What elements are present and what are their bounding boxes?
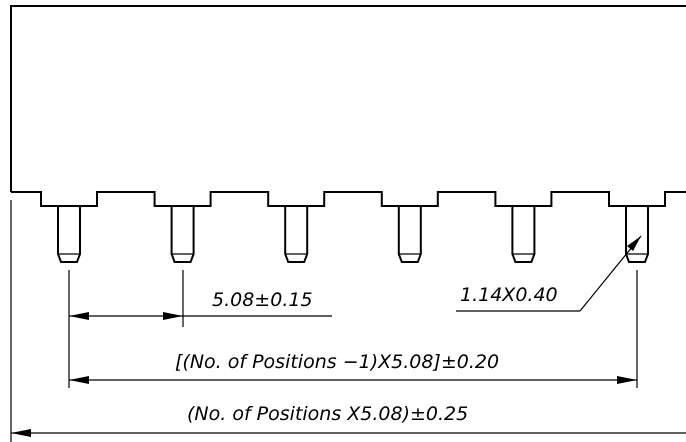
pin-size-callout: 1.14X0.40 [456,235,642,312]
inner-span-label: [(No. of Positions −1)X5.08]±0.20 [175,351,499,373]
pitch-dimension-label: 5.08±0.15 [212,289,313,311]
pitch-arrow-right [163,312,183,320]
overall-span-label: (No. of Positions X5.08)±0.25 [187,403,468,425]
pin-body [397,206,422,263]
pitch-arrow-left [69,312,89,320]
pin-body [625,206,649,263]
inner-span-arrow-left [69,376,89,384]
pin-body [284,206,309,263]
overall-span-arrow-left [11,429,31,437]
overall-span-dimension: (No. of Positions X5.08)±0.25 [11,403,686,437]
inner-span-dimension: [(No. of Positions −1)X5.08]±0.20 [69,270,638,388]
pin [170,206,195,263]
pin-body [511,206,536,263]
pin-size-arrow [627,236,641,251]
pitch-dimension: 5.08±0.15 [68,270,332,388]
pin [625,206,649,263]
inner-span-arrow-right [617,376,637,384]
pin [57,206,81,263]
pin-body [170,206,195,263]
pin [284,206,309,263]
pin-body [57,206,81,263]
pin-size-label: 1.14X0.40 [460,284,558,306]
pin-group [57,206,649,263]
connector-housing [10,5,686,207]
pin [511,206,536,263]
pin [397,206,422,263]
